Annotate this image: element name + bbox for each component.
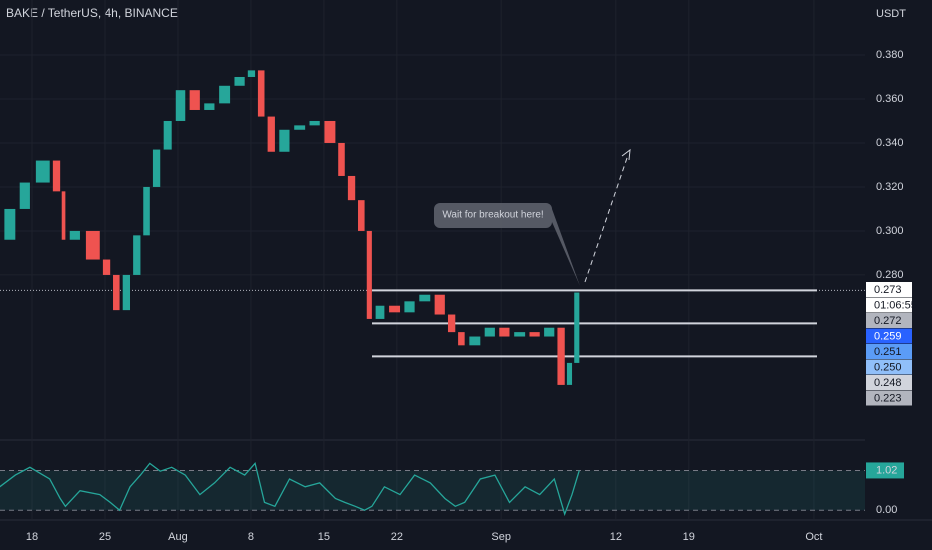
grid xyxy=(0,0,865,520)
candle xyxy=(434,294,445,315)
candle xyxy=(152,149,161,187)
candle xyxy=(404,301,415,313)
candle xyxy=(294,125,306,130)
x-tick-label: Aug xyxy=(168,531,188,543)
x-tick-label: 19 xyxy=(683,531,695,543)
candle xyxy=(175,90,186,121)
price-badge-label: 0.250 xyxy=(874,361,902,373)
y-tick-label: 0.380 xyxy=(876,49,904,61)
x-tick-label: 22 xyxy=(391,531,403,543)
candle xyxy=(375,305,385,319)
candle xyxy=(514,332,526,337)
candle xyxy=(35,160,50,183)
price-badge-label: 0.272 xyxy=(874,315,902,327)
candle xyxy=(143,186,150,236)
oscillator-line xyxy=(0,462,580,517)
candle xyxy=(163,120,172,150)
price-badge xyxy=(866,375,912,390)
price-badge xyxy=(866,297,912,313)
price-badge xyxy=(866,328,912,344)
callout-box xyxy=(434,203,580,286)
candle xyxy=(204,103,215,110)
candle xyxy=(544,327,555,337)
y-tick-label: 0.280 xyxy=(876,269,904,281)
y-tick-label: 0.360 xyxy=(876,93,904,105)
candle xyxy=(358,200,365,231)
oscillator-tick-label: 1.02 xyxy=(876,464,897,476)
price-badge xyxy=(866,390,912,406)
chart-title: BAKE / TetherUS, 4h, BINANCE xyxy=(6,6,178,20)
price-axis xyxy=(865,0,932,550)
candle xyxy=(338,142,345,176)
candle xyxy=(69,230,80,240)
price-badge xyxy=(866,359,912,375)
annotation: Wait for breakout here! xyxy=(442,210,543,221)
candle xyxy=(419,294,431,302)
x-tick-label: Sep xyxy=(491,531,511,543)
candle xyxy=(389,305,401,313)
candle xyxy=(279,129,290,152)
x-tick-label: 8 xyxy=(248,531,254,543)
y-axis-label: USDT xyxy=(876,8,906,20)
candle xyxy=(219,85,231,104)
price-badge-label: 0.273 xyxy=(874,284,902,296)
candle xyxy=(324,120,336,143)
x-tick-label: 25 xyxy=(99,531,111,543)
candle xyxy=(133,235,141,275)
candle xyxy=(61,191,66,240)
price-badge xyxy=(866,282,912,297)
price-badge-label: 0.248 xyxy=(874,377,902,389)
arrow-head xyxy=(621,148,631,161)
candle xyxy=(347,175,356,201)
candle xyxy=(247,70,256,77)
oscillator-tick-label: 0.00 xyxy=(876,504,897,516)
candle xyxy=(458,332,465,346)
candle xyxy=(267,116,275,152)
candle xyxy=(122,274,131,311)
candle xyxy=(366,230,372,319)
candle xyxy=(19,182,30,209)
candle xyxy=(85,230,100,260)
candle xyxy=(189,90,200,110)
candle xyxy=(529,332,540,337)
badge xyxy=(866,462,904,479)
y-tick-label: 0.340 xyxy=(876,137,904,149)
candle xyxy=(52,160,61,192)
candle xyxy=(113,274,120,311)
candle xyxy=(309,120,320,126)
price-badge-label: 0.251 xyxy=(874,346,902,358)
y-tick-label: 0.320 xyxy=(876,181,904,193)
price-badge xyxy=(866,313,912,328)
candle xyxy=(574,292,580,363)
price-badge xyxy=(866,344,912,359)
candle xyxy=(557,327,565,385)
x-tick-label: 15 xyxy=(318,531,330,543)
projection-arrow xyxy=(584,154,629,283)
candle xyxy=(447,314,456,333)
candle xyxy=(566,362,573,385)
oscillator-band xyxy=(0,470,865,511)
candle xyxy=(102,259,111,275)
x-tick-label: 18 xyxy=(26,531,38,543)
marks xyxy=(0,70,817,517)
x-tick-label: 12 xyxy=(610,531,622,543)
price-badge-label: 01:06:55 xyxy=(874,299,917,311)
candle xyxy=(499,327,510,337)
candle xyxy=(469,336,481,346)
candle xyxy=(257,70,265,117)
candle xyxy=(4,208,16,240)
price-badge-label: 0.259 xyxy=(874,330,902,342)
y-tick-label: 0.300 xyxy=(876,225,904,237)
price-badge-label: 0.223 xyxy=(874,392,902,404)
candle xyxy=(234,76,245,86)
candle xyxy=(484,327,495,337)
x-tick-label: Oct xyxy=(805,531,822,543)
